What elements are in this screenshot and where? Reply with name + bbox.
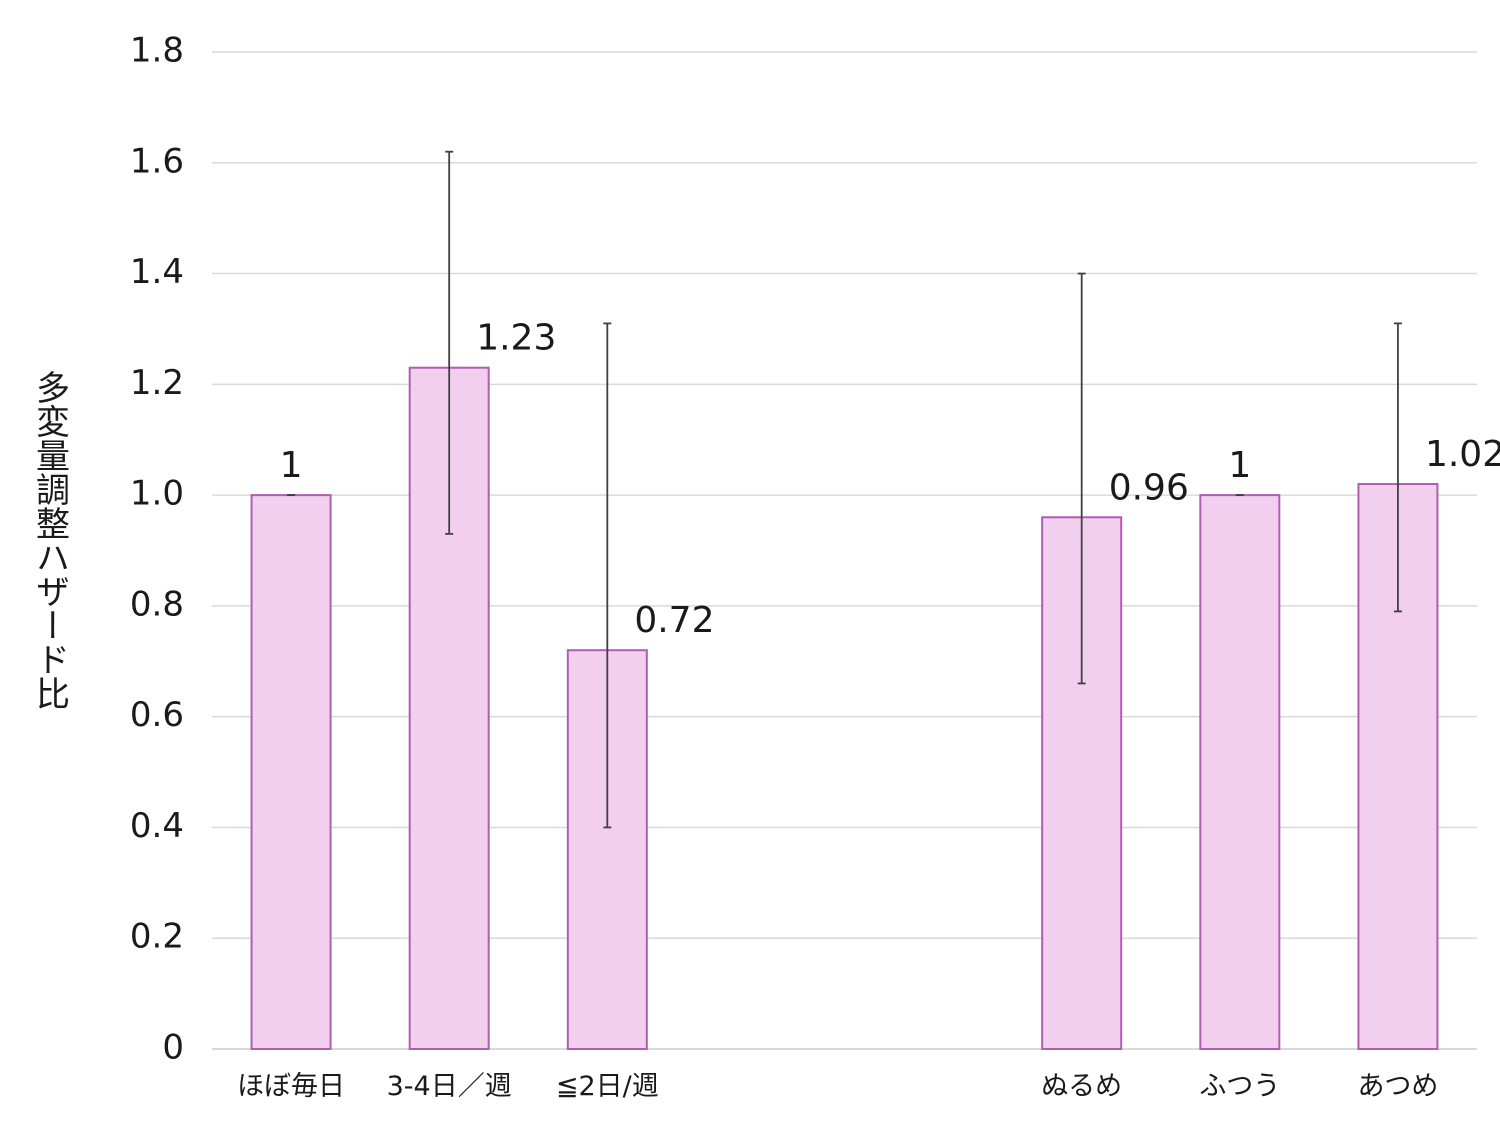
bar <box>250 494 332 1051</box>
category-label: ふつう <box>1199 1071 1280 1102</box>
data-label: 0.72 <box>634 600 714 641</box>
data-label: 1 <box>280 445 303 486</box>
gridlines <box>212 51 1477 1050</box>
y-tick-label: 0.6 <box>130 695 184 735</box>
y-tick-label: 1.2 <box>130 363 184 403</box>
data-label: 1.23 <box>476 318 556 359</box>
y-tick-label: 0.2 <box>130 917 184 957</box>
data-label: 0.96 <box>1109 467 1189 508</box>
category-label: ほぼ毎日 <box>237 1071 345 1102</box>
bar <box>1041 516 1123 1050</box>
y-tick-label: 0 <box>162 1028 184 1068</box>
y-tick-label: 0.4 <box>130 806 184 846</box>
y-tick-label: 1.4 <box>130 252 184 292</box>
error-bars <box>287 150 1402 829</box>
bars <box>250 366 1439 1051</box>
data-label: 1.02 <box>1425 434 1500 475</box>
y-tick-label: 1.8 <box>130 31 184 71</box>
category-label: あつめ <box>1357 1071 1438 1102</box>
y-axis-title: 多変量調整ハザード比 <box>30 370 70 710</box>
y-tick-label: 1.6 <box>130 141 184 181</box>
y-tick-label: 1.0 <box>130 474 184 514</box>
category-labels: ほぼ毎日 3-4日／週 ≦2日/週 ぬるめ ふつう あつめ <box>237 1071 1438 1102</box>
data-label: 1 <box>1228 445 1251 486</box>
y-tick-labels: 0 0.2 0.4 0.6 0.8 1.0 1.2 1.4 1.6 1.8 <box>130 31 184 1068</box>
data-labels: 1 1.23 0.72 0.96 1 1.02 <box>280 318 1500 641</box>
y-tick-label: 0.8 <box>130 584 184 624</box>
category-label: ぬるめ <box>1041 1071 1122 1102</box>
bar <box>1199 494 1281 1051</box>
category-label: 3-4日／週 <box>387 1071 512 1102</box>
category-label: ≦2日/週 <box>556 1071 659 1102</box>
